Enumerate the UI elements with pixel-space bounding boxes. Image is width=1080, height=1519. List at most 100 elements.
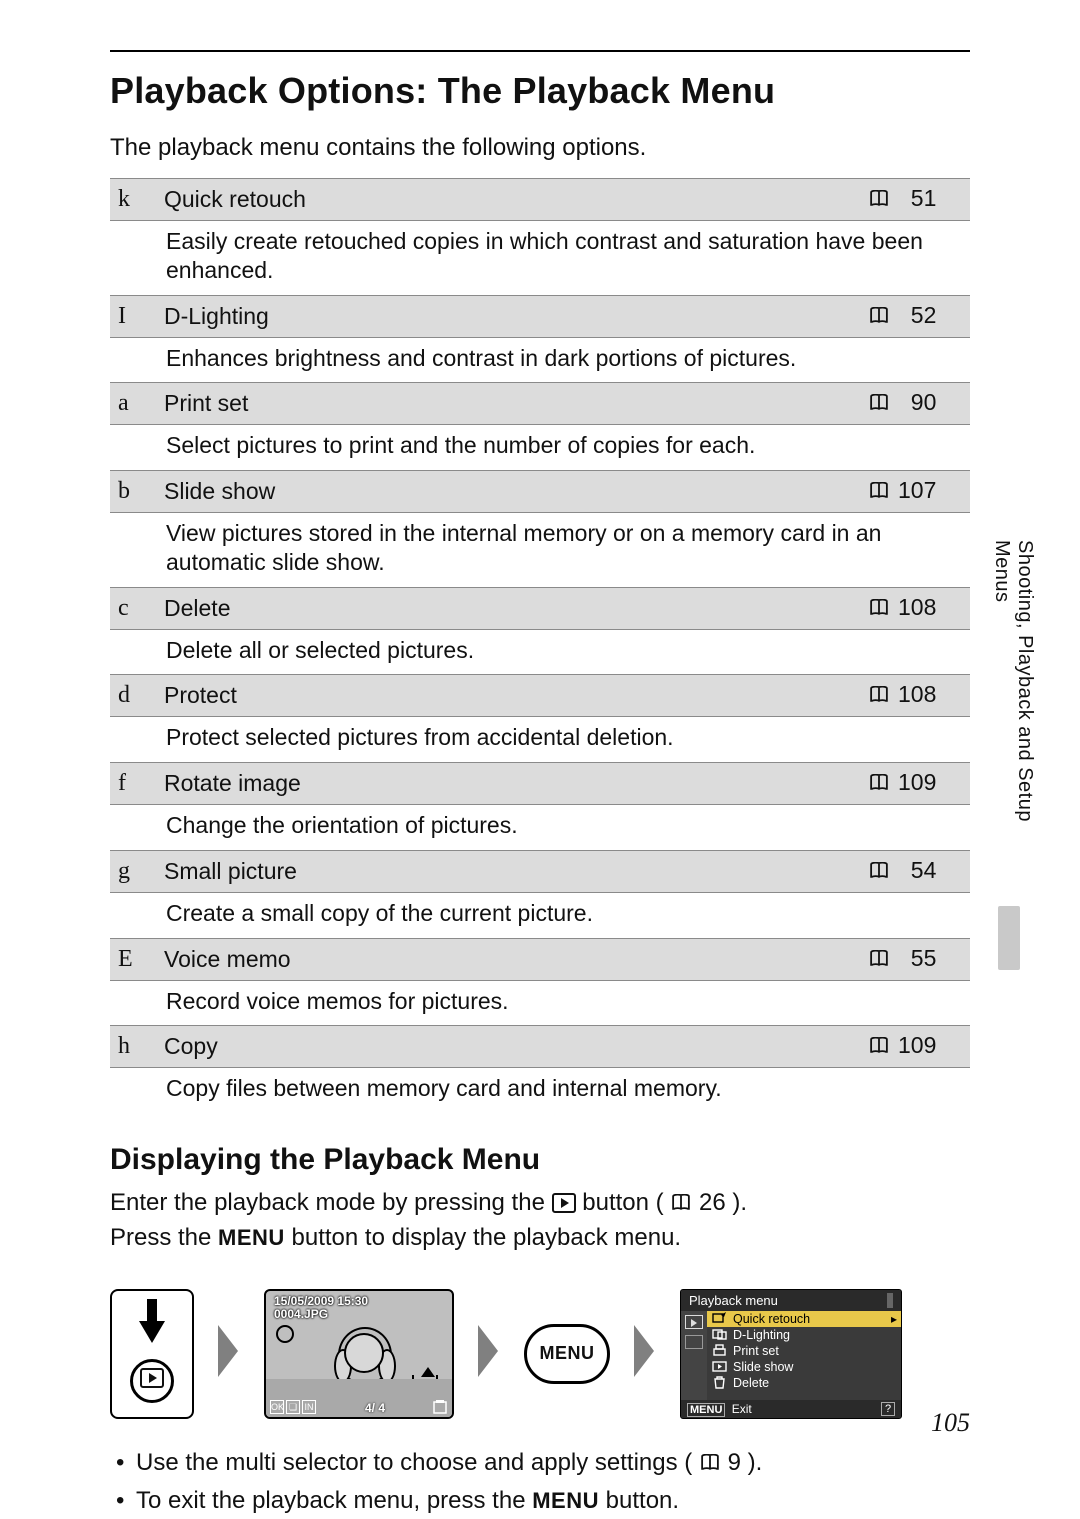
option-symbol: d — [110, 675, 156, 717]
page-ref-icon — [868, 596, 890, 623]
page-ref-icon — [868, 187, 890, 214]
option-name: Print set — [156, 383, 860, 425]
page-ref-icon — [699, 1447, 721, 1483]
illus-menu-button: MENU — [524, 1289, 610, 1419]
option-header-row: fRotate image 109 — [110, 763, 970, 805]
help-icon: ? — [881, 1402, 895, 1416]
lcd-timestamp: 15/05/2009 15:30 0004.JPG — [274, 1295, 368, 1321]
dlighting-icon — [711, 1328, 727, 1342]
illus-playback-button — [110, 1289, 194, 1419]
options-table: kQuick retouch 51Easily create retouched… — [110, 178, 970, 1113]
option-symbol: g — [110, 850, 156, 892]
menu-items: Quick retouch D-LightingPrint setSlide sh… — [707, 1311, 901, 1407]
option-description: Delete all or selected pictures. — [156, 629, 970, 675]
option-page-ref: 109 — [860, 1026, 970, 1068]
menu-item-label: Delete — [733, 1376, 769, 1390]
option-desc-row: Easily create retouched copies in which … — [110, 221, 970, 296]
menu-item: D-Lighting — [707, 1327, 901, 1343]
option-description: Change the orientation of pictures. — [156, 805, 970, 851]
option-description: Copy files between memory card and inter… — [156, 1068, 970, 1113]
playback-button-circle — [130, 1359, 174, 1403]
page-ref-icon — [868, 304, 890, 331]
option-desc-row: Delete all or selected pictures. — [110, 629, 970, 675]
page-ref-icon — [868, 683, 890, 710]
menu-item: Print set — [707, 1343, 901, 1359]
down-arrow-icon — [137, 1297, 167, 1350]
page-number: 105 — [931, 1408, 970, 1438]
option-header-row: cDelete 108 — [110, 587, 970, 629]
option-header-row: aPrint set 90 — [110, 383, 970, 425]
option-desc-row: Create a small copy of the current pictu… — [110, 892, 970, 938]
option-desc-row: Enhances brightness and contrast in dark… — [110, 337, 970, 383]
page-ref-icon — [868, 479, 890, 506]
option-page-ref: 108 — [860, 675, 970, 717]
side-tab: Shooting, Playback and Setup Menus — [990, 540, 1018, 930]
menu-item-label: Quick retouch — [733, 1312, 810, 1326]
option-symbol: k — [110, 179, 156, 221]
option-header-row: hCopy 109 — [110, 1026, 970, 1068]
delete-icon — [711, 1376, 727, 1390]
option-desc-row: Change the orientation of pictures. — [110, 805, 970, 851]
menu-scroll-indicator — [887, 1293, 893, 1308]
top-rule — [110, 50, 970, 52]
option-symbol: f — [110, 763, 156, 805]
menu-footer-exit: Exit — [732, 1402, 752, 1416]
page-ref-icon — [868, 771, 890, 798]
bullet-item: To exit the playback menu, press the MEN… — [110, 1483, 970, 1519]
option-header-row: kQuick retouch 51 — [110, 179, 970, 221]
option-name: Slide show — [156, 471, 860, 513]
illus-lcd-preview: 15/05/2009 15:30 0004.JPG OK❏IN 4/ 4 — [264, 1289, 454, 1419]
arrow-icon — [628, 1321, 662, 1386]
display-instruction-2: Press the MENU button to display the pla… — [110, 1222, 970, 1254]
menu-item: Slide show — [707, 1359, 901, 1375]
option-name: Delete — [156, 587, 860, 629]
option-name: Protect — [156, 675, 860, 717]
slide-icon — [711, 1360, 727, 1374]
menu-label: MENU — [218, 1225, 285, 1250]
option-description: Enhances brightness and contrast in dark… — [156, 337, 970, 383]
lcd-memory-icon — [432, 1399, 448, 1415]
page-ref: 26 — [699, 1189, 726, 1216]
option-page-ref: 51 — [860, 179, 970, 221]
menu-left-column — [681, 1311, 707, 1407]
text: button to display the playback menu. — [292, 1224, 682, 1251]
option-symbol: c — [110, 587, 156, 629]
option-symbol: b — [110, 471, 156, 513]
menu-button: MENU — [524, 1324, 610, 1384]
playback-icon — [140, 1368, 164, 1393]
option-header-row: dProtect 108 — [110, 675, 970, 717]
option-description: View pictures stored in the internal mem… — [156, 513, 970, 588]
option-description: Create a small copy of the current pictu… — [156, 892, 970, 938]
arrow-icon — [472, 1321, 506, 1386]
option-name: Rotate image — [156, 763, 860, 805]
menu-item-label: D-Lighting — [733, 1328, 790, 1342]
section-label: Shooting, Playback and Setup Menus — [990, 540, 1036, 880]
page-ref-icon — [670, 1189, 692, 1221]
option-page-ref: 52 — [860, 295, 970, 337]
subheading: Displaying the Playback Menu — [110, 1143, 970, 1177]
menu-footer-menu-label: MENU — [687, 1403, 725, 1417]
lcd-bottom-bar: OK❏IN 4/ 4 — [270, 1397, 448, 1415]
option-description: Easily create retouched copies in which … — [156, 221, 970, 296]
display-instruction-1: Enter the playback mode by pressing the … — [110, 1187, 970, 1222]
option-header-row: gSmall picture 54 — [110, 850, 970, 892]
bullet-list: Use the multi selector to choose and app… — [110, 1445, 970, 1519]
option-page-ref: 107 — [860, 471, 970, 513]
option-name: Copy — [156, 1026, 860, 1068]
page-ref-icon — [868, 391, 890, 418]
menu-item: Quick retouch — [707, 1311, 901, 1327]
option-description: Select pictures to print and the number … — [156, 425, 970, 471]
option-header-row: ID-Lighting 52 — [110, 295, 970, 337]
page-ref-icon — [868, 859, 890, 886]
option-name: Small picture — [156, 850, 860, 892]
option-name: D-Lighting — [156, 295, 860, 337]
retouch-icon — [711, 1312, 727, 1326]
option-name: Voice memo — [156, 938, 860, 980]
option-name: Quick retouch — [156, 179, 860, 221]
option-desc-row: Select pictures to print and the number … — [110, 425, 970, 471]
playback-tab-icon — [685, 1315, 703, 1329]
setup-tab-icon — [685, 1335, 703, 1349]
menu-item-label: Slide show — [733, 1360, 793, 1374]
text: button ( — [582, 1189, 663, 1216]
option-symbol: I — [110, 295, 156, 337]
